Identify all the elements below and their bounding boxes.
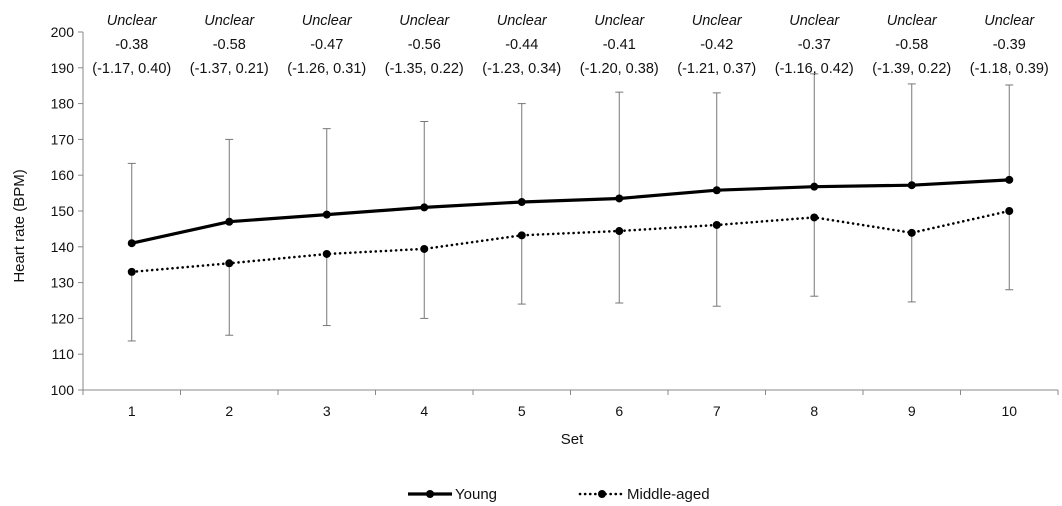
annotation-value: -0.47 bbox=[310, 37, 343, 53]
annotation-label: Unclear bbox=[497, 13, 548, 29]
annotation-value: -0.58 bbox=[213, 37, 246, 53]
data-point-young bbox=[127, 239, 136, 248]
x-tick-label: 3 bbox=[323, 403, 331, 419]
x-tick-label: 6 bbox=[615, 403, 623, 419]
error-bars bbox=[127, 73, 1014, 342]
data-point-middle-aged bbox=[517, 231, 526, 240]
annotation-ci: (-1.17, 0.40) bbox=[92, 61, 171, 77]
x-tick-label: 4 bbox=[420, 403, 428, 419]
y-tick-label: 190 bbox=[51, 60, 75, 76]
x-tick-label: 7 bbox=[713, 403, 721, 419]
annotation-value: -0.42 bbox=[700, 37, 733, 53]
data-point-young bbox=[907, 181, 916, 190]
annotation-ci: (-1.18, 0.39) bbox=[970, 61, 1049, 77]
data-point-middle-aged bbox=[127, 267, 136, 276]
annotation-ci: (-1.23, 0.34) bbox=[482, 61, 561, 77]
x-tick-label: 10 bbox=[1001, 403, 1017, 419]
data-point-young bbox=[420, 203, 429, 212]
series-line-middle-aged bbox=[130, 209, 1011, 274]
y-tick-label: 140 bbox=[51, 239, 75, 255]
annotation-value: -0.56 bbox=[408, 37, 441, 53]
y-tick-label: 200 bbox=[51, 24, 75, 40]
annotation-value: -0.44 bbox=[505, 37, 538, 53]
annotation-label: Unclear bbox=[107, 13, 158, 29]
data-point-middle-aged bbox=[615, 227, 624, 236]
series-line-young bbox=[131, 178, 1010, 245]
effect-size-annotations: Unclear -0.38 (-1.17, 0.40) Unclear -0.58 (-1… bbox=[92, 13, 1049, 77]
data-point-young bbox=[615, 194, 624, 203]
y-tick-label: 170 bbox=[51, 131, 75, 147]
x-tick-label: 1 bbox=[128, 403, 136, 419]
annotation-ci: (-1.37, 0.21) bbox=[190, 61, 269, 77]
x-axis-label: Set bbox=[561, 431, 584, 448]
legend-marker-young bbox=[426, 490, 434, 498]
legend-marker-middle-aged bbox=[598, 490, 606, 498]
annotation-ci: (-1.35, 0.22) bbox=[385, 61, 464, 77]
legend: Young Middle-aged bbox=[408, 486, 710, 503]
annotation-label: Unclear bbox=[789, 13, 840, 29]
annotation-ci: (-1.20, 0.38) bbox=[580, 61, 659, 77]
data-point-young bbox=[810, 182, 819, 191]
annotation-value: -0.39 bbox=[993, 37, 1026, 53]
annotation-ci: (-1.39, 0.22) bbox=[872, 61, 951, 77]
annotation-value: -0.37 bbox=[798, 37, 831, 53]
annotation-label: Unclear bbox=[887, 13, 938, 29]
y-tick-label: 130 bbox=[51, 275, 75, 291]
annotation-label: Unclear bbox=[692, 13, 743, 29]
data-point-middle-aged bbox=[420, 244, 429, 253]
y-tick-label: 150 bbox=[51, 203, 75, 219]
y-axis-label: Heart rate (BPM) bbox=[11, 169, 28, 282]
annotation-value: -0.58 bbox=[895, 37, 928, 53]
annotation-label: Unclear bbox=[594, 13, 645, 29]
data-point-middle-aged bbox=[322, 249, 331, 258]
annotation-value: -0.38 bbox=[115, 37, 148, 53]
x-tick-label: 9 bbox=[908, 403, 916, 419]
annotation-label: Unclear bbox=[399, 13, 450, 29]
axes: 100 110 120 130 140 150 160 170 180 190 200 1 2 3 4 5 6 7… bbox=[51, 24, 1059, 419]
y-tick-label: 100 bbox=[51, 382, 75, 398]
series-lines bbox=[130, 178, 1011, 274]
y-tick-label: 180 bbox=[51, 96, 75, 112]
data-point-young bbox=[517, 198, 526, 207]
annotation-label: Unclear bbox=[302, 13, 353, 29]
data-point-young bbox=[712, 186, 721, 195]
annotation-ci: (-1.21, 0.37) bbox=[677, 61, 756, 77]
annotation-ci: (-1.26, 0.31) bbox=[287, 61, 366, 77]
legend-label-young: Young bbox=[455, 486, 497, 503]
data-point-middle-aged bbox=[907, 228, 916, 237]
data-point-young bbox=[1005, 175, 1014, 184]
y-tick-label: 110 bbox=[52, 346, 75, 362]
x-tick-label: 2 bbox=[225, 403, 233, 419]
legend-label-middle-aged: Middle-aged bbox=[627, 486, 710, 503]
data-point-young bbox=[322, 210, 331, 219]
data-point-middle-aged bbox=[712, 220, 721, 229]
y-tick-label: 120 bbox=[51, 310, 75, 326]
data-point-middle-aged bbox=[1005, 207, 1014, 215]
data-point-young bbox=[225, 217, 234, 226]
annotation-label: Unclear bbox=[204, 13, 255, 29]
x-tick-label: 5 bbox=[518, 403, 526, 419]
annotation-label: Unclear bbox=[984, 13, 1035, 29]
y-tick-label: 160 bbox=[51, 167, 75, 183]
annotation-ci: (-1.16, 0.42) bbox=[775, 61, 854, 77]
annotation-value: -0.41 bbox=[603, 37, 636, 53]
data-point-middle-aged bbox=[225, 259, 234, 268]
data-points bbox=[127, 175, 1014, 276]
data-point-middle-aged bbox=[810, 213, 819, 222]
x-tick-label: 8 bbox=[810, 403, 818, 419]
